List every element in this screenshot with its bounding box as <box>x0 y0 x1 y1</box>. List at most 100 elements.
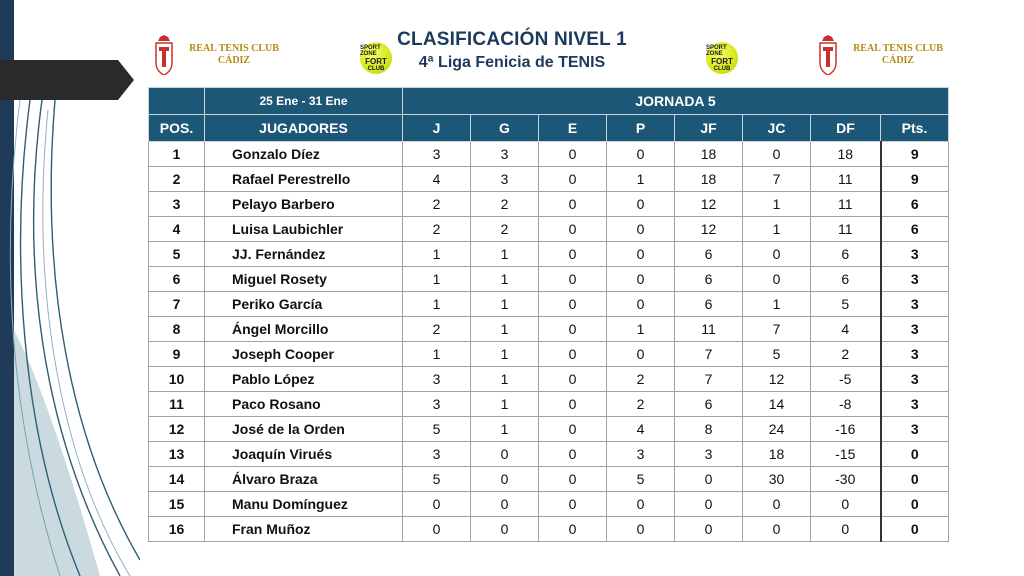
col-df-cell: -5 <box>810 366 881 392</box>
col-e-cell: 0 <box>538 141 607 167</box>
col-e-header: E <box>538 114 607 142</box>
col-p-cell: 1 <box>606 166 675 192</box>
table-row: 13 Joaquín Virués 3 0 0 3 3 18 -15 0 <box>148 441 950 467</box>
col-p-cell: 0 <box>606 291 675 317</box>
col-j-cell: 3 <box>402 441 471 467</box>
col-jc-cell: 0 <box>742 141 811 167</box>
col-jf-cell: 0 <box>674 466 743 492</box>
col-jc-cell: 30 <box>742 466 811 492</box>
col-df-cell: 18 <box>810 141 881 167</box>
col-e-cell: 0 <box>538 516 607 542</box>
col-players-cell: Álvaro Braza <box>204 466 403 492</box>
col-j-cell: 5 <box>402 416 471 442</box>
table-row: 8 Ángel Morcillo 2 1 0 1 11 7 4 3 <box>148 316 950 342</box>
col-jc-cell: 1 <box>742 291 811 317</box>
col-players-cell: Pablo López <box>204 366 403 392</box>
col-g-cell: 2 <box>470 191 539 217</box>
table-row: 15 Manu Domínguez 0 0 0 0 0 0 0 0 <box>148 491 950 517</box>
page-title: CLASIFICACIÓN NIVEL 1 <box>397 29 627 50</box>
club-logo-right: REAL TENIS CLUB CÁDIZ <box>816 34 950 76</box>
col-df-cell: -15 <box>810 441 881 467</box>
col-e-cell: 0 <box>538 391 607 417</box>
col-jf-cell: 12 <box>674 216 743 242</box>
table-row: 9 Joseph Cooper 1 1 0 0 7 5 2 3 <box>148 341 950 367</box>
club-crest-icon <box>819 35 837 75</box>
col-p-cell: 0 <box>606 516 675 542</box>
col-pts-cell: 3 <box>879 416 950 442</box>
col-pts-cell: 3 <box>879 316 950 342</box>
col-e-cell: 0 <box>538 216 607 242</box>
col-j-cell: 1 <box>402 341 471 367</box>
table-row: 3 Pelayo Barbero 2 2 0 0 12 1 11 6 <box>148 191 950 217</box>
col-g-cell: 1 <box>470 266 539 292</box>
col-pos-cell: 2 <box>148 166 205 192</box>
col-df-cell: -8 <box>810 391 881 417</box>
column-headers: POS. JUGADORES J G E P JF JC DF Pts. <box>148 114 950 142</box>
col-e-cell: 0 <box>538 266 607 292</box>
col-p-cell: 2 <box>606 391 675 417</box>
col-pos-cell: 14 <box>148 466 205 492</box>
col-pos-cell: 10 <box>148 366 205 392</box>
col-jc-header: JC <box>742 114 811 142</box>
col-jc-cell: 0 <box>742 241 811 267</box>
col-pts-cell: 0 <box>879 491 950 517</box>
col-pos-header: POS. <box>148 114 205 142</box>
col-jc-cell: 12 <box>742 366 811 392</box>
col-pos-cell: 6 <box>148 266 205 292</box>
round-label: JORNADA 5 <box>401 87 950 115</box>
col-df-cell: 11 <box>810 216 881 242</box>
col-jf-cell: 7 <box>674 366 743 392</box>
col-df-header: DF <box>810 114 881 142</box>
col-pos-cell: 16 <box>148 516 205 542</box>
col-df-cell: 11 <box>810 191 881 217</box>
table-row: 14 Álvaro Braza 5 0 0 5 0 30 -30 0 <box>148 466 950 492</box>
col-p-cell: 0 <box>606 241 675 267</box>
col-p-cell: 0 <box>606 141 675 167</box>
col-pos-cell: 13 <box>148 441 205 467</box>
col-e-cell: 0 <box>538 366 607 392</box>
col-jc-cell: 24 <box>742 416 811 442</box>
sponsor-logo-right: SPORT ZONE FORT CLUB <box>706 42 738 74</box>
col-g-cell: 1 <box>470 291 539 317</box>
col-p-cell: 3 <box>606 441 675 467</box>
col-g-cell: 3 <box>470 141 539 167</box>
table-row: 5 JJ. Fernández 1 1 0 0 6 0 6 3 <box>148 241 950 267</box>
col-jf-cell: 3 <box>674 441 743 467</box>
col-pts-cell: 0 <box>879 516 950 542</box>
club-crest-icon <box>155 35 173 75</box>
col-g-cell: 2 <box>470 216 539 242</box>
col-jf-cell: 18 <box>674 141 743 167</box>
col-jc-cell: 14 <box>742 391 811 417</box>
col-g-cell: 3 <box>470 166 539 192</box>
col-pts-cell: 9 <box>879 166 950 192</box>
col-p-cell: 0 <box>606 191 675 217</box>
col-pts-cell: 3 <box>879 291 950 317</box>
standings-body: 1 Gonzalo Díez 3 3 0 0 18 0 18 9 2 Rafael Perestrel… <box>148 141 950 542</box>
date-range: 25 Ene - 31 Ene <box>204 87 403 115</box>
col-j-cell: 3 <box>402 391 471 417</box>
col-pts-cell: 3 <box>879 391 950 417</box>
col-e-cell: 0 <box>538 241 607 267</box>
col-jf-cell: 8 <box>674 416 743 442</box>
col-jc-cell: 0 <box>742 491 811 517</box>
col-p-cell: 0 <box>606 266 675 292</box>
col-pts-cell: 6 <box>879 191 950 217</box>
club-name: REAL TENIS CLUB CÁDIZ <box>189 43 279 66</box>
col-e-cell: 0 <box>538 191 607 217</box>
col-pts-header: Pts. <box>879 114 950 142</box>
col-players-cell: Ángel Morcillo <box>204 316 403 342</box>
col-j-cell: 2 <box>402 216 471 242</box>
table-row: 11 Paco Rosano 3 1 0 2 6 14 -8 3 <box>148 391 950 417</box>
col-pos-cell: 11 <box>148 391 205 417</box>
col-df-cell: 6 <box>810 266 881 292</box>
col-pos-cell: 15 <box>148 491 205 517</box>
col-j-cell: 1 <box>402 291 471 317</box>
col-pos-cell: 9 <box>148 341 205 367</box>
col-df-cell: -16 <box>810 416 881 442</box>
col-j-cell: 4 <box>402 166 471 192</box>
col-g-header: G <box>470 114 539 142</box>
col-players-cell: José de la Orden <box>204 416 403 442</box>
col-df-cell: 6 <box>810 241 881 267</box>
col-jc-cell: 18 <box>742 441 811 467</box>
col-players-header: JUGADORES <box>204 114 403 142</box>
